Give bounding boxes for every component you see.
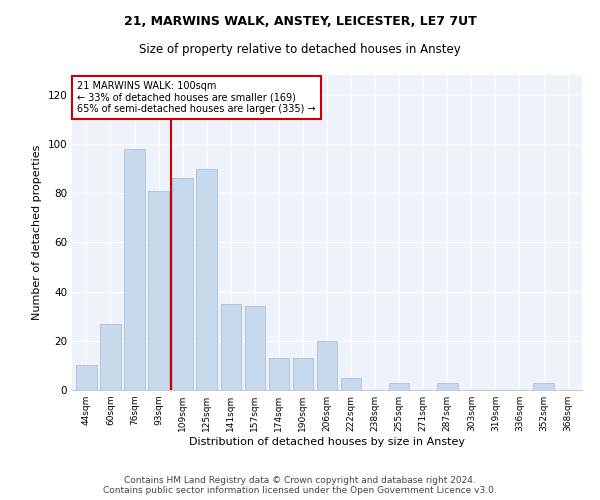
Text: Contains HM Land Registry data © Crown copyright and database right 2024.
Contai: Contains HM Land Registry data © Crown c… xyxy=(103,476,497,495)
Y-axis label: Number of detached properties: Number of detached properties xyxy=(32,145,42,320)
Bar xyxy=(389,382,409,390)
Bar xyxy=(245,306,265,390)
Bar xyxy=(124,149,145,390)
Bar xyxy=(437,382,458,390)
Bar xyxy=(533,382,554,390)
Bar xyxy=(76,366,97,390)
Bar xyxy=(172,178,193,390)
Bar xyxy=(341,378,361,390)
Text: Size of property relative to detached houses in Anstey: Size of property relative to detached ho… xyxy=(139,42,461,56)
Text: 21, MARWINS WALK, ANSTEY, LEICESTER, LE7 7UT: 21, MARWINS WALK, ANSTEY, LEICESTER, LE7… xyxy=(124,15,476,28)
X-axis label: Distribution of detached houses by size in Anstey: Distribution of detached houses by size … xyxy=(189,437,465,447)
Bar xyxy=(269,358,289,390)
Bar xyxy=(148,190,169,390)
Bar xyxy=(293,358,313,390)
Bar xyxy=(221,304,241,390)
Bar xyxy=(196,168,217,390)
Text: 21 MARWINS WALK: 100sqm
← 33% of detached houses are smaller (169)
65% of semi-d: 21 MARWINS WALK: 100sqm ← 33% of detache… xyxy=(77,82,316,114)
Bar xyxy=(100,324,121,390)
Bar xyxy=(317,341,337,390)
